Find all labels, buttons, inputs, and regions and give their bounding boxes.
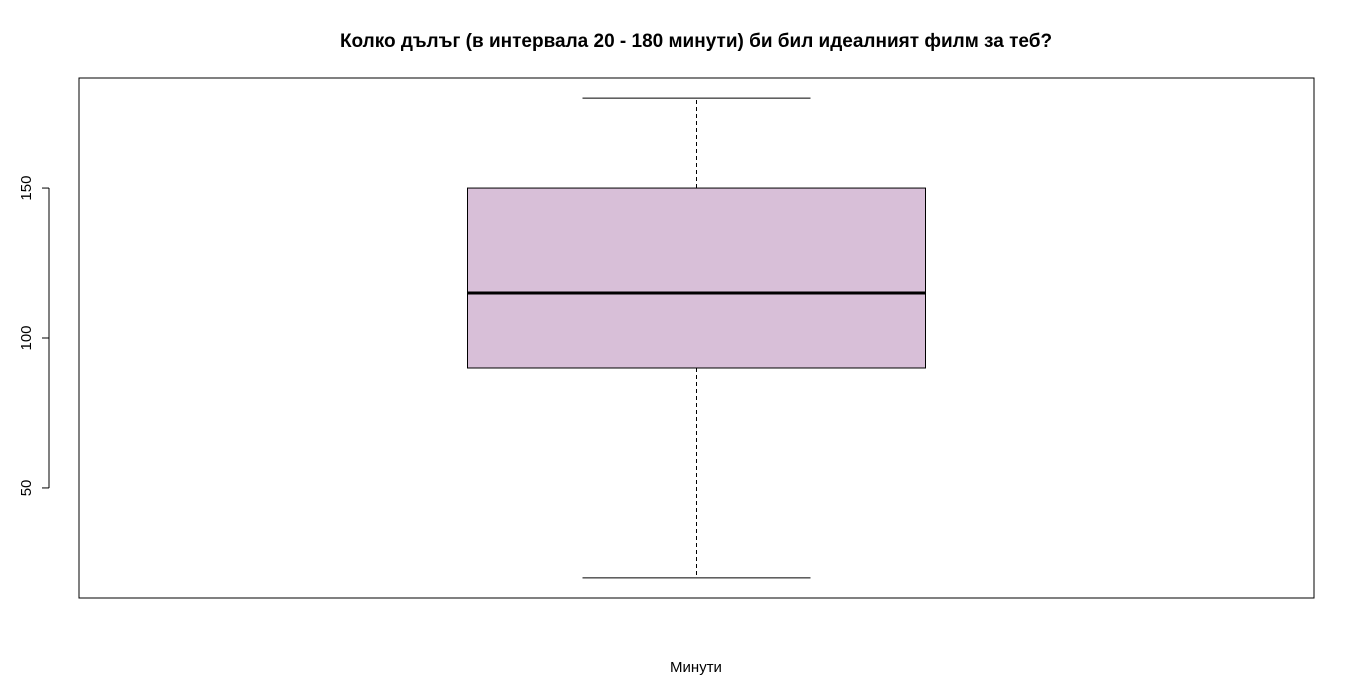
iqr-box: [467, 187, 926, 369]
chart-title: Колко дълъг (в интервала 20 - 180 минути…: [340, 31, 1052, 52]
y-tick-label: 100: [18, 325, 35, 350]
y-axis: 50 100 150: [18, 176, 50, 497]
y-tick-label: 50: [18, 480, 35, 497]
y-tick-label: 150: [18, 176, 35, 201]
x-axis-label: Минути: [670, 659, 722, 676]
plot-frame: [78, 77, 1315, 599]
box-plot: [467, 97, 926, 579]
